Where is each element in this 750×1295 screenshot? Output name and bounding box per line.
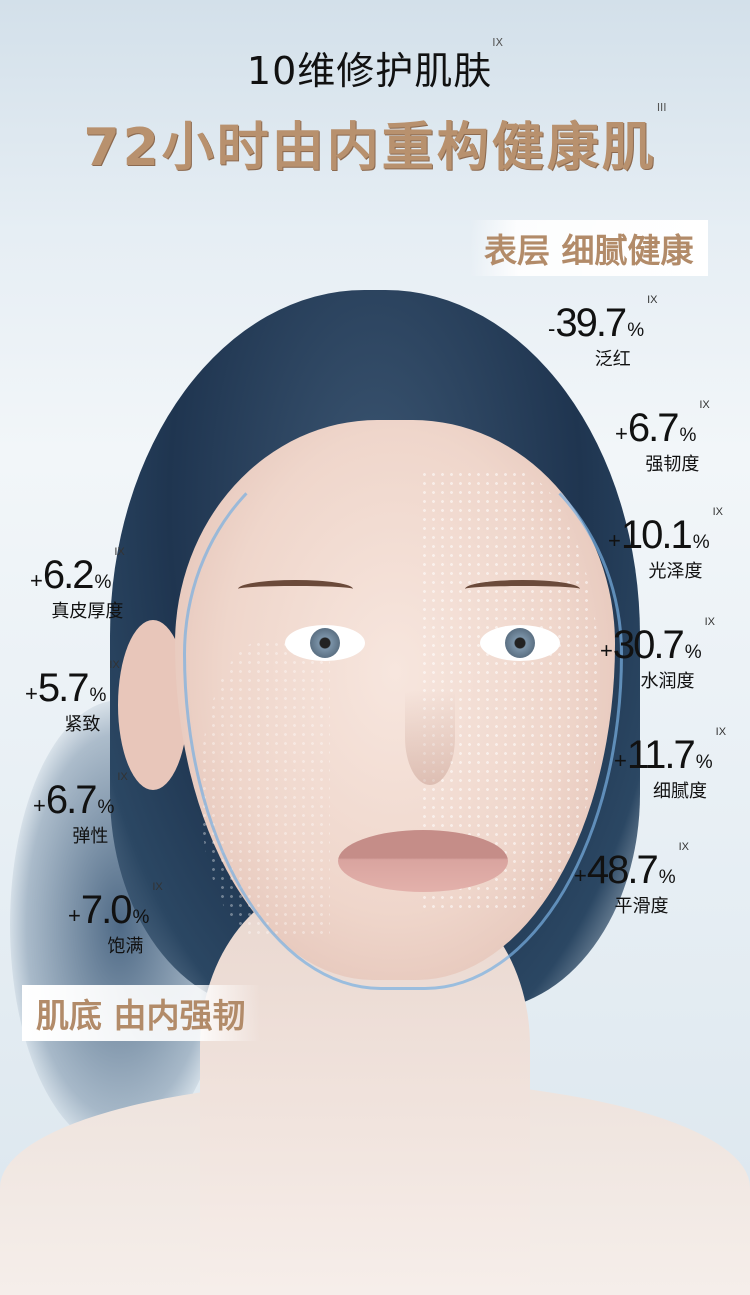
stat-sign: +: [574, 863, 587, 888]
stat-reference: IX: [109, 659, 120, 671]
stat-item: -39.7 % IX 泛红: [548, 295, 658, 371]
subtitle-text: 10维修护肌肤: [246, 49, 493, 93]
stat-item: +30.7 % IX 水润度: [600, 617, 715, 693]
stat-item: +48.7 % IX 平滑度: [574, 842, 689, 918]
stat-reference: IX: [699, 399, 710, 411]
stat-unit: %: [679, 425, 697, 446]
stat-item: +6.7 % IX 强韧度: [615, 400, 710, 476]
eyebrow: [238, 580, 353, 598]
stat-label: 真皮厚度: [51, 601, 124, 622]
stat-value: 7.0: [80, 888, 133, 932]
stat-sign: +: [600, 638, 613, 663]
stat-unit: %: [695, 752, 713, 773]
stat-unit: %: [94, 572, 112, 593]
stat-reference: IX: [152, 881, 163, 893]
stat-item: +5.7 % IX 紧致: [25, 660, 120, 736]
stat-unit: %: [627, 320, 645, 341]
stat-label: 弹性: [72, 826, 109, 847]
stat-item: +6.7 % IX 弹性: [33, 772, 128, 848]
stat-value: 6.2: [42, 553, 95, 597]
stat-value: 39.7: [555, 301, 627, 345]
stat-sign: +: [30, 568, 43, 593]
stat-unit: %: [658, 867, 676, 888]
stat-value: 5.7: [37, 666, 90, 710]
stat-item: +7.0 % IX 饱满: [68, 882, 163, 958]
stat-label: 光泽度: [648, 561, 703, 582]
stat-reference: IX: [704, 616, 716, 628]
stat-sign: +: [615, 421, 628, 446]
stat-label: 泛红: [594, 349, 631, 370]
headline-reference: III: [656, 101, 667, 114]
stat-reference: IX: [114, 546, 125, 558]
stat-value: 30.7: [612, 623, 685, 667]
stat-label: 细腻度: [653, 781, 708, 802]
stat-label: 水润度: [640, 671, 695, 692]
stat-unit: %: [132, 907, 150, 928]
eye: [285, 625, 365, 661]
nose: [405, 690, 455, 785]
stat-sign: +: [68, 903, 81, 928]
headline: 72小时由内重构健康肌 III: [0, 101, 750, 180]
stat-reference: IX: [712, 506, 724, 518]
stat-unit: %: [89, 685, 107, 706]
stat-label: 强韧度: [645, 454, 700, 475]
stat-value: 6.7: [45, 778, 98, 822]
stat-item: +11.7 % IX 细腻度: [614, 727, 726, 803]
stat-item: +10.1 % IX 光泽度: [608, 507, 723, 583]
stat-sign: +: [25, 681, 38, 706]
stat-unit: %: [692, 532, 710, 553]
stat-sign: +: [614, 748, 627, 773]
surface-band-label: 表层 细腻健康: [470, 220, 708, 276]
stat-value: 10.1: [620, 513, 693, 557]
stat-value: 6.7: [627, 406, 680, 450]
stat-value: 11.7: [626, 733, 696, 777]
lips: [338, 830, 508, 892]
stat-unit: %: [684, 642, 702, 663]
stat-label: 饱满: [107, 936, 144, 957]
stat-item: +6.2 % IX 真皮厚度: [30, 547, 125, 623]
headline-text: 72小时由内重构健康肌: [83, 118, 657, 178]
eye: [480, 625, 560, 661]
stat-reference: IX: [678, 841, 690, 853]
stat-value: 48.7: [586, 848, 659, 892]
stat-label: 紧致: [64, 714, 101, 735]
stat-reference: IX: [117, 771, 128, 783]
stat-sign: +: [33, 793, 46, 818]
eyebrow: [465, 580, 580, 598]
stat-sign: -: [548, 316, 556, 341]
stat-sign: +: [608, 528, 621, 553]
stat-unit: %: [97, 797, 115, 818]
stat-label: 平滑度: [614, 896, 669, 917]
subtitle: 10维修护肌肤IX: [0, 36, 750, 95]
stat-reference: IX: [647, 294, 658, 306]
stat-reference: IX: [715, 726, 727, 738]
base-band-label: 肌底 由内强韧: [22, 985, 260, 1041]
subtitle-reference: IX: [492, 36, 504, 49]
